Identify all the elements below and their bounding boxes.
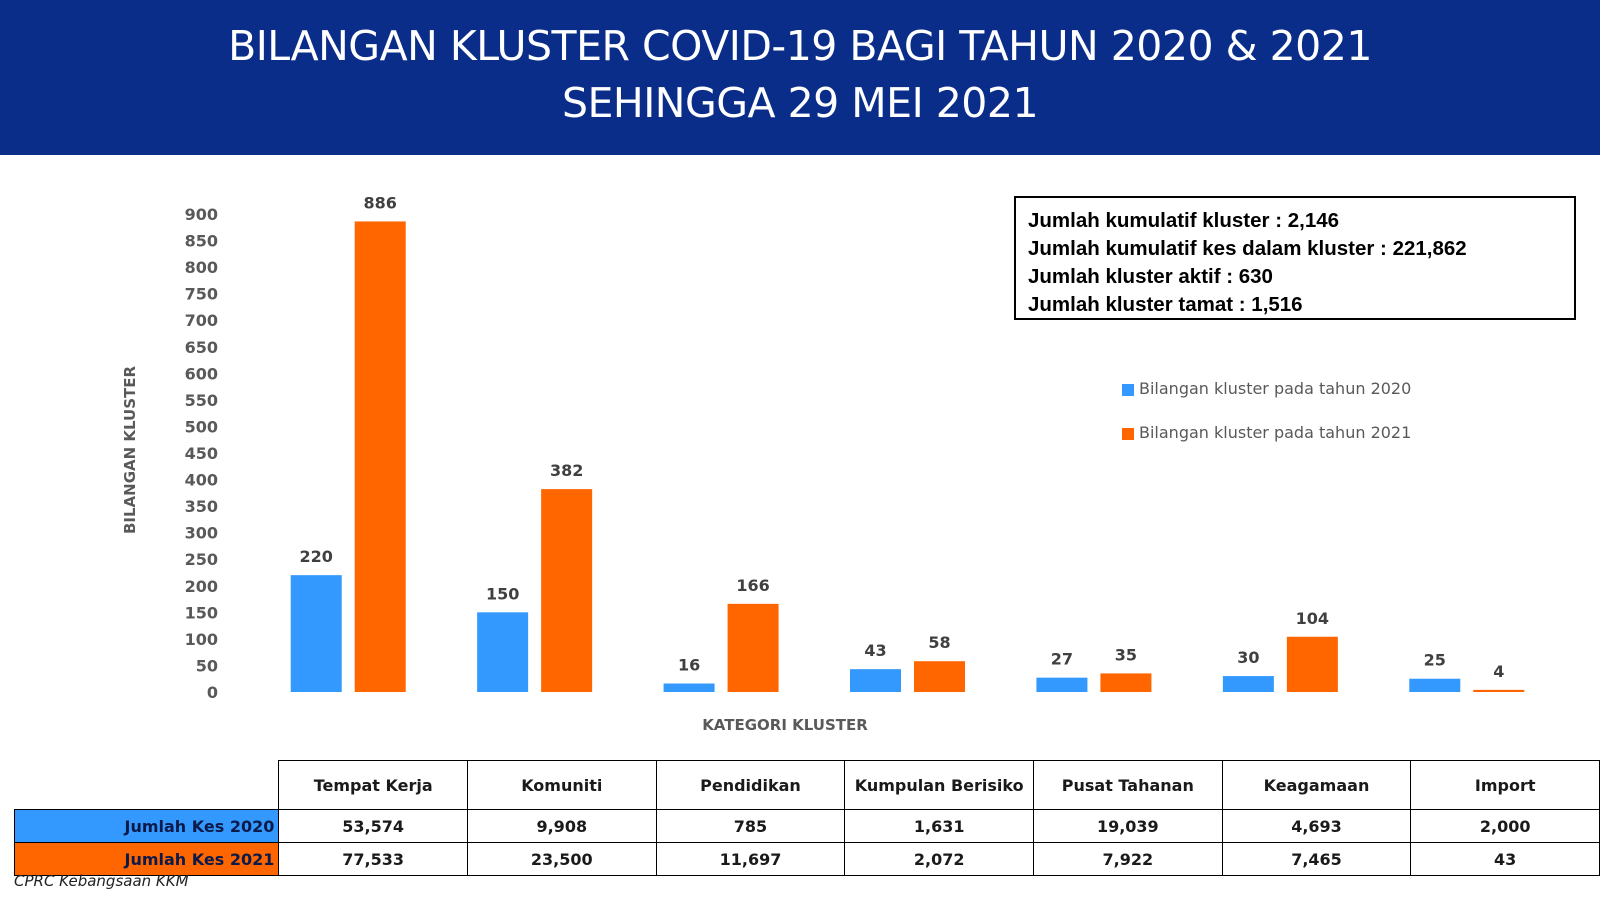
data-label: 382 bbox=[550, 461, 583, 480]
table-header-row: Tempat Kerja Komuniti Pendidikan Kumpula… bbox=[15, 760, 1600, 810]
bar bbox=[727, 603, 779, 692]
table-cell: 23,500 bbox=[466, 842, 657, 876]
legend-swatch-2020 bbox=[1122, 384, 1134, 396]
legend-label-2021: Bilangan kluster pada tahun 2021 bbox=[1139, 423, 1412, 442]
y-tick-label: 150 bbox=[185, 603, 218, 622]
data-label: 4 bbox=[1493, 662, 1504, 681]
bar bbox=[290, 575, 342, 692]
table-header-cell: Pusat Tahanan bbox=[1033, 760, 1223, 810]
table-cell: 2,072 bbox=[844, 842, 1034, 876]
table-cell: 1,631 bbox=[844, 809, 1034, 843]
legend-label-2020: Bilangan kluster pada tahun 2020 bbox=[1139, 379, 1412, 398]
y-tick-label: 800 bbox=[185, 258, 218, 277]
bar bbox=[1222, 676, 1274, 692]
title-line-2: SEHINGGA 29 MEI 2021 bbox=[561, 79, 1039, 127]
data-label: 886 bbox=[364, 193, 397, 212]
data-label: 16 bbox=[678, 656, 700, 675]
y-tick-label: 600 bbox=[185, 364, 218, 383]
table-cell: 19,039 bbox=[1033, 809, 1223, 843]
y-axis-title: BILANGAN KLUSTER bbox=[121, 365, 139, 535]
y-tick-label: 50 bbox=[196, 656, 218, 675]
summary-total-clusters: Jumlah kumulatif kluster : 2,146 bbox=[1028, 209, 1340, 232]
data-label: 220 bbox=[300, 547, 333, 566]
y-tick-label: 650 bbox=[185, 338, 218, 357]
table-row-2021: Jumlah Kes 2021 77,533 23,500 11,697 2,0… bbox=[13, 842, 1600, 876]
bar bbox=[1286, 636, 1338, 692]
bar bbox=[477, 612, 529, 692]
table-corner bbox=[15, 761, 279, 810]
table-cell: 53,574 bbox=[278, 809, 468, 843]
table-row-2020: Jumlah Kes 2020 53,574 9,908 785 1,631 1… bbox=[13, 809, 1600, 843]
summary-box: Jumlah kumulatif kluster : 2,146 Jumlah … bbox=[1014, 196, 1576, 320]
legend-item-2021: Bilangan kluster pada tahun 2021 bbox=[1122, 422, 1542, 446]
y-tick-label: 100 bbox=[185, 630, 218, 649]
bar bbox=[914, 661, 965, 692]
bar bbox=[1100, 673, 1152, 692]
bar bbox=[1473, 689, 1525, 692]
table-cell: 77,533 bbox=[278, 842, 468, 876]
bar bbox=[1036, 677, 1088, 692]
y-tick-label: 700 bbox=[185, 311, 218, 330]
title-banner: BILANGAN KLUSTER COVID-19 BAGI TAHUN 202… bbox=[0, 0, 1600, 155]
table-row-label: Jumlah Kes 2020 bbox=[13, 809, 280, 843]
data-label: 30 bbox=[1237, 648, 1259, 667]
bar bbox=[850, 669, 901, 692]
y-tick-label: 500 bbox=[185, 417, 218, 436]
data-label: 43 bbox=[864, 641, 886, 660]
bar bbox=[354, 221, 406, 693]
y-tick-label: 450 bbox=[185, 444, 218, 463]
bar-chart: 0 50 100 150 200 250 300 350 400 450 500 550 600 650 7… bbox=[185, 193, 1525, 702]
y-tick-label: 900 bbox=[185, 205, 218, 224]
summary-total-cases: Jumlah kumulatif kes dalam kluster : 221… bbox=[1028, 237, 1467, 260]
y-tick-label: 250 bbox=[185, 550, 218, 569]
y-tick-label: 200 bbox=[185, 577, 218, 596]
x-axis-title: KATEGORI KLUSTER bbox=[702, 716, 868, 734]
table-row-label: Jumlah Kes 2021 bbox=[13, 842, 280, 876]
table-header-cell: Keagamaan bbox=[1221, 760, 1412, 810]
y-tick-label: 550 bbox=[185, 391, 218, 410]
summary-ended-clusters: Jumlah kluster tamat : 1,516 bbox=[1028, 293, 1303, 316]
y-tick-label: 400 bbox=[185, 471, 218, 490]
table-header-cell: Kumpulan Berisiko bbox=[844, 760, 1034, 810]
table-cell: 7,922 bbox=[1033, 842, 1223, 876]
data-label: 150 bbox=[486, 584, 519, 603]
table-cell: 7,465 bbox=[1221, 842, 1412, 876]
data-label: 166 bbox=[736, 576, 769, 595]
data-label: 104 bbox=[1296, 609, 1329, 628]
y-tick-label: 300 bbox=[185, 524, 218, 543]
legend-item-2020: Bilangan kluster pada tahun 2020 bbox=[1122, 378, 1542, 402]
table-header-cell: Tempat Kerja bbox=[278, 760, 468, 810]
table-cell: 2,000 bbox=[1410, 809, 1600, 843]
data-label: 58 bbox=[928, 633, 950, 652]
summary-active-clusters: Jumlah kluster aktif : 630 bbox=[1028, 265, 1273, 288]
y-tick-label: 350 bbox=[185, 497, 218, 516]
data-label: 35 bbox=[1115, 645, 1137, 664]
data-label: 27 bbox=[1051, 650, 1073, 669]
table-cell: 4,693 bbox=[1221, 809, 1412, 843]
y-tick-label: 850 bbox=[185, 232, 218, 251]
data-label: 25 bbox=[1424, 651, 1446, 670]
table-header-cell: Komuniti bbox=[466, 760, 657, 810]
data-table: Tempat Kerja Komuniti Pendidikan Kumpula… bbox=[13, 760, 1600, 876]
table-cell: 11,697 bbox=[655, 842, 846, 876]
y-tick-label: 750 bbox=[185, 285, 218, 304]
bar bbox=[541, 489, 593, 692]
source-credit: CPRC Kebangsaan KKM bbox=[14, 872, 189, 890]
table-header-cell: Import bbox=[1410, 760, 1600, 810]
title-line-1: BILANGAN KLUSTER COVID-19 BAGI TAHUN 202… bbox=[228, 22, 1372, 70]
bar bbox=[1409, 678, 1461, 692]
table-cell: 9,908 bbox=[466, 809, 657, 843]
table-cell: 785 bbox=[655, 809, 846, 843]
legend-swatch-2021 bbox=[1122, 428, 1134, 440]
table-header-cell: Pendidikan bbox=[655, 760, 846, 810]
table-cell: 43 bbox=[1410, 842, 1600, 876]
bar bbox=[663, 683, 715, 692]
y-tick-label: 0 bbox=[207, 683, 218, 702]
